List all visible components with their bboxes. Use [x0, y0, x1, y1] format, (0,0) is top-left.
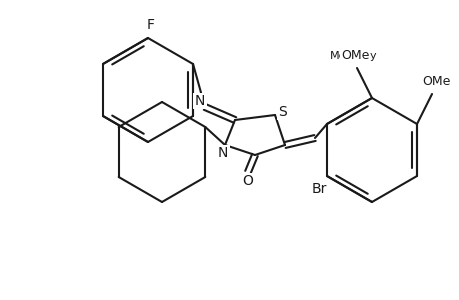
- Text: Methoxy: Methoxy: [330, 51, 377, 61]
- Text: Br: Br: [311, 182, 326, 196]
- Text: OMe: OMe: [340, 49, 369, 62]
- Text: OMe: OMe: [422, 76, 450, 88]
- Text: N: N: [218, 146, 228, 160]
- Text: OMe: OMe: [340, 50, 369, 62]
- Text: N: N: [195, 94, 205, 108]
- Text: O: O: [242, 174, 253, 188]
- Text: S: S: [278, 105, 287, 119]
- Text: OMe: OMe: [421, 74, 449, 88]
- Text: F: F: [147, 18, 155, 32]
